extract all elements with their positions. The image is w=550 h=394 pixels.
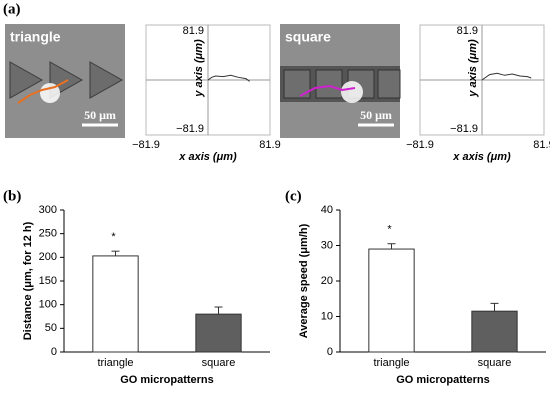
y-tick-label: 81.9 xyxy=(183,25,204,37)
y-tick-label: 100 xyxy=(39,299,57,311)
bar xyxy=(471,310,518,353)
bar xyxy=(92,255,139,353)
annotation: * xyxy=(387,224,392,236)
x-axis-label: GO micropatterns xyxy=(396,374,490,386)
x-tick-label: triangle xyxy=(373,357,409,369)
x-tick-label: 81.9 xyxy=(533,139,550,151)
x-axis-label: x axis (μm) xyxy=(178,151,237,163)
x-tick-label: square xyxy=(202,357,236,369)
panel-label: (c) xyxy=(285,188,302,204)
track-line xyxy=(481,72,532,81)
y-tick-label: 300 xyxy=(39,204,57,216)
y-axis-label: Average speed (μm/h) xyxy=(298,223,310,338)
y-tick-label: 40 xyxy=(321,204,333,216)
x-axis-label: GO micropatterns xyxy=(120,374,214,386)
bar xyxy=(368,248,415,353)
x-tick-label: triangle xyxy=(97,357,133,369)
y-tick-label: 250 xyxy=(39,228,57,240)
y-tick-label: −81.9 xyxy=(450,123,478,135)
y-axis-label: y axis (μm) xyxy=(467,39,479,98)
y-axis-label: Distance (μm, for 12 h) xyxy=(22,221,34,340)
scale-bar-label: 50 μm xyxy=(360,108,392,122)
bar xyxy=(195,313,242,353)
y-tick-label: 10 xyxy=(321,310,333,322)
y-tick-label: −81.9 xyxy=(176,123,204,135)
panel-label: (b) xyxy=(3,188,21,204)
x-tick-label: −81.9 xyxy=(132,139,160,151)
y-tick-label: 0 xyxy=(51,346,57,358)
y-tick-label: 20 xyxy=(321,275,333,287)
x-tick-label: −81.9 xyxy=(406,139,434,151)
y-axis-label: y axis (μm) xyxy=(193,39,205,98)
track-line xyxy=(207,74,250,82)
annotation: * xyxy=(111,231,116,243)
x-tick-label: square xyxy=(478,357,512,369)
x-tick-label: 81.9 xyxy=(259,139,280,151)
x-axis-label: x axis (μm) xyxy=(452,151,511,163)
photo-square: square 50 μm xyxy=(280,24,401,138)
y-tick-label: 150 xyxy=(39,275,57,287)
photo-triangle: triangle 50 μm xyxy=(5,24,125,138)
y-tick-label: 50 xyxy=(45,322,57,334)
y-tick-label: 81.9 xyxy=(457,25,478,37)
y-tick-label: 200 xyxy=(39,251,57,263)
y-tick-label: 0 xyxy=(327,346,333,358)
y-tick-label: 30 xyxy=(321,239,333,251)
panel-label: (a) xyxy=(3,1,21,17)
scale-bar-label: 50 μm xyxy=(84,108,116,122)
photo-label: square xyxy=(285,29,331,45)
photo-label: triangle xyxy=(10,29,61,45)
